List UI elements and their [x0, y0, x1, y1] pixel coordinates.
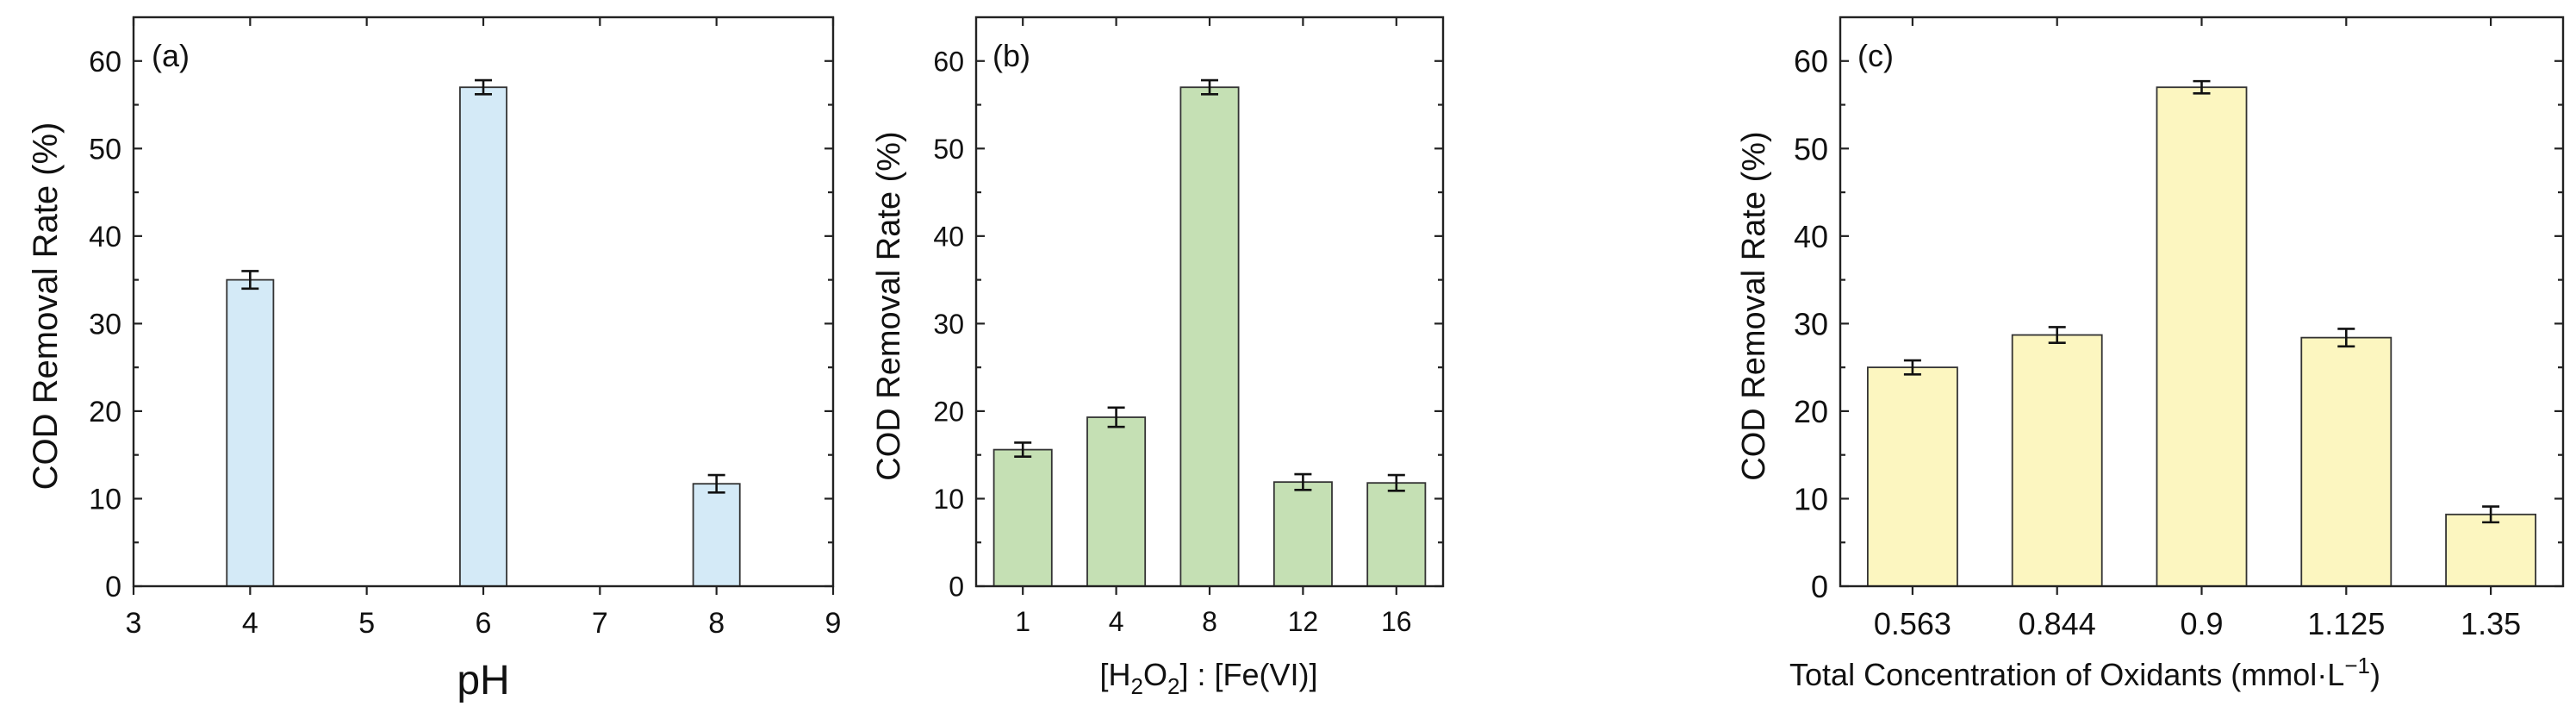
panel-c-bar-2	[2011, 334, 2103, 587]
panel-c-y-tick-label-50: 50	[1794, 131, 1828, 166]
panel-b-bar-1	[992, 448, 1053, 587]
panel-b-error-bar-3	[1201, 78, 1218, 96]
panel-a-y-tick-label-30: 30	[89, 309, 121, 341]
panel-b-label: (b)	[992, 38, 1030, 73]
panel-a-y-tick-label-10: 10	[89, 484, 121, 516]
panel-c-y-axis-title: COD Removal Rate (%)	[1736, 131, 1772, 480]
panel-a-x-tick-label-4: 6	[476, 607, 492, 640]
panel-b-y-tick-label-0: 0	[949, 572, 964, 603]
panel-c-y-tick-label-60: 60	[1794, 44, 1828, 79]
panel-a-y-tick-label-20: 20	[89, 396, 121, 428]
panel-c-x-tick-label-5: 1.35	[2461, 606, 2521, 641]
panel-a-y-axis-title: COD Removal Rate (%)	[27, 122, 65, 491]
panel-a-bar-2	[459, 86, 507, 587]
panel-b-y-tick-label-50: 50	[933, 134, 964, 165]
panel-b-y-axis-title: COD Removal Rate (%)	[871, 131, 907, 480]
panel-a-x-axis-title: pH	[457, 658, 509, 703]
panel-a-x-tick-label-5: 7	[592, 607, 608, 640]
panel-c-y-tick-label-0: 0	[1811, 569, 1828, 604]
panel-c-x-tick-label-2: 0.844	[2019, 606, 2096, 641]
panel-b: (b) [H2O2] : [Fe(VI)] COD Removal Rate (…	[871, 16, 1445, 699]
panel-c-bar-1	[1866, 366, 1958, 587]
panel-a-bar-1	[226, 278, 275, 587]
panel-c-label: (c)	[1857, 38, 1894, 73]
panel-c-y-tick-label-10: 10	[1794, 481, 1828, 516]
panel-a-x-tick-label-7: 9	[825, 607, 842, 640]
panel-b-bar-2	[1086, 416, 1147, 587]
panel-b-error-bar-4	[1294, 472, 1312, 491]
panel-c-error-bar-4	[2337, 328, 2355, 348]
panel-a-error-bar-1	[241, 270, 259, 291]
panel-a-x-tick-label-6: 8	[708, 607, 725, 640]
panel-b-error-bar-5	[1387, 473, 1405, 492]
panel-a-y-tick-label-0: 0	[105, 571, 121, 603]
panel-b-x-tick-label-3: 8	[1202, 606, 1217, 637]
panel-b-x-tick-label-2: 4	[1109, 606, 1124, 637]
panel-b-x-tick-label-4: 12	[1288, 606, 1319, 637]
panel-b-x-axis-title: [H2O2] : [Fe(VI)]	[1100, 657, 1318, 699]
panel-a-y-tick-label-40: 40	[89, 221, 121, 253]
panel-c-x-tick-label-1: 0.563	[1874, 606, 1951, 641]
panel-a-error-bar-2	[475, 78, 492, 96]
panel-c-error-bar-2	[2048, 326, 2066, 345]
panel-b-bar-4	[1272, 481, 1333, 587]
panel-b-x-tick-label-5: 16	[1381, 606, 1412, 637]
panel-c-bar-3	[2156, 86, 2248, 587]
panel-a: (a) pH COD Removal Rate (%) 0 10 20 30 40 50 6…	[27, 16, 842, 703]
panel-c-x-axis-title: Total Concentration of Oxidants (mmol·L−…	[1789, 653, 2380, 692]
panel-a-label: (a)	[152, 38, 190, 73]
panel-c-error-bar-5	[2482, 505, 2500, 524]
panel-c-x-tick-label-3: 0.9	[2180, 606, 2223, 641]
panel-a-x-tick-label-2: 4	[242, 607, 258, 640]
panel-a-y-tick-label-50: 50	[89, 134, 121, 166]
panel-b-bar-5	[1366, 482, 1427, 587]
panel-c-error-bar-3	[2193, 79, 2211, 95]
panel-c-error-bar-1	[1903, 359, 1921, 376]
panel-a-y-tick-label-60: 60	[89, 46, 121, 78]
panel-c-y-tick-label-30: 30	[1794, 306, 1828, 341]
panel-a-x-tick-label-3: 5	[358, 607, 375, 640]
panel-b-y-tick-label-20: 20	[933, 396, 964, 427]
panel-b-error-bar-1	[1014, 441, 1032, 459]
panel-c-bar-4	[2300, 336, 2392, 587]
panel-c: (c) Total Concentration of Oxidants (mmo…	[1736, 16, 2565, 692]
panel-b-bar-3	[1179, 86, 1240, 587]
panel-a-error-bar-3	[707, 473, 725, 494]
panel-b-y-tick-label-60: 60	[933, 46, 964, 77]
panel-c-y-tick-label-40: 40	[1794, 219, 1828, 254]
panel-c-bar-5	[2445, 513, 2537, 587]
panel-a-x-tick-label-1: 3	[126, 607, 142, 640]
panel-c-x-tick-label-4: 1.125	[2307, 606, 2385, 641]
panel-c-y-tick-label-20: 20	[1794, 394, 1828, 429]
panel-b-y-tick-label-40: 40	[933, 221, 964, 252]
panel-b-y-tick-label-30: 30	[933, 309, 964, 340]
panel-b-x-tick-label-1: 1	[1015, 606, 1030, 637]
panel-b-y-tick-label-10: 10	[933, 484, 964, 515]
panel-a-bar-3	[692, 483, 741, 587]
panel-b-error-bar-2	[1107, 406, 1125, 428]
